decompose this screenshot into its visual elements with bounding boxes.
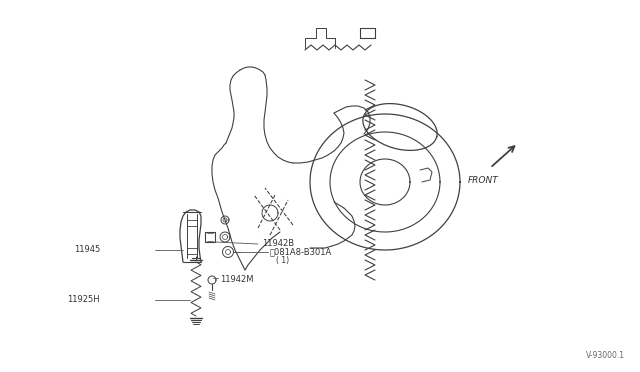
Text: ( 1): ( 1) [276, 257, 289, 266]
Text: 11925H: 11925H [67, 295, 100, 305]
Text: 11942B: 11942B [262, 238, 294, 247]
Text: 11942M: 11942M [220, 275, 253, 283]
Text: 11945: 11945 [74, 246, 100, 254]
Text: V-93000.1: V-93000.1 [586, 351, 625, 360]
Text: Ⓑ081A8-B301A: Ⓑ081A8-B301A [270, 247, 332, 257]
Text: FRONT: FRONT [468, 176, 499, 185]
